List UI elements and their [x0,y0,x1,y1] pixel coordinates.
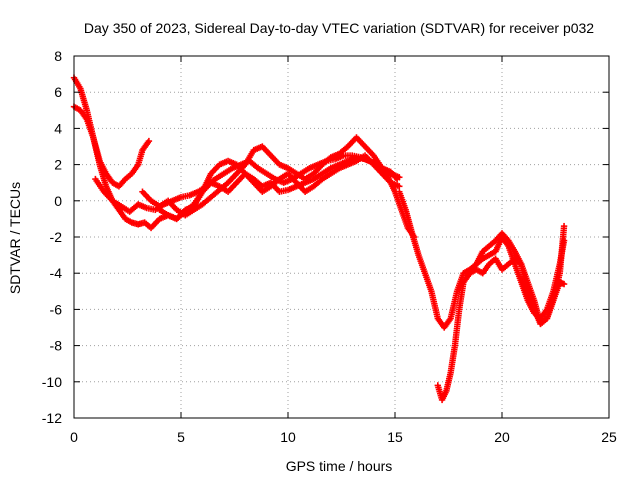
chart-title: Day 350 of 2023, Sidereal Day-to-day VTE… [84,20,594,36]
x-tick-label: 10 [280,429,296,445]
grid-layer [74,56,609,418]
x-tick-label: 15 [387,429,403,445]
x-tick-label: 0 [70,429,78,445]
y-tick-label: -2 [50,229,63,245]
y-axis-label: SDTVAR / TECUs [7,182,23,294]
x-tick-label: 5 [177,429,185,445]
points-layer [70,74,568,404]
data-point [396,174,403,181]
data-point [396,183,403,190]
data-point [560,280,568,288]
y-tick-label: 4 [54,120,62,136]
y-tick-label: 0 [54,193,62,209]
y-tick-label: -8 [50,338,63,354]
y-tick-label: -6 [50,301,63,317]
y-tick-label: -12 [42,410,62,426]
data-point [560,222,568,230]
y-tick-label: -10 [42,374,62,390]
data-point [145,137,153,145]
y-tick-label: 6 [54,84,62,100]
x-tick-label: 20 [494,429,510,445]
y-tick-label: -4 [50,265,63,281]
ticks-layer: 0 5 10 15 20 25 -12 -10 -8 -6 -4 -2 0 2 4 6 8 [42,48,617,445]
x-tick-label: 25 [601,429,617,445]
x-axis-label: GPS time / hours [286,458,393,474]
y-tick-label: 2 [54,157,62,173]
y-tick-label: 8 [54,48,62,64]
